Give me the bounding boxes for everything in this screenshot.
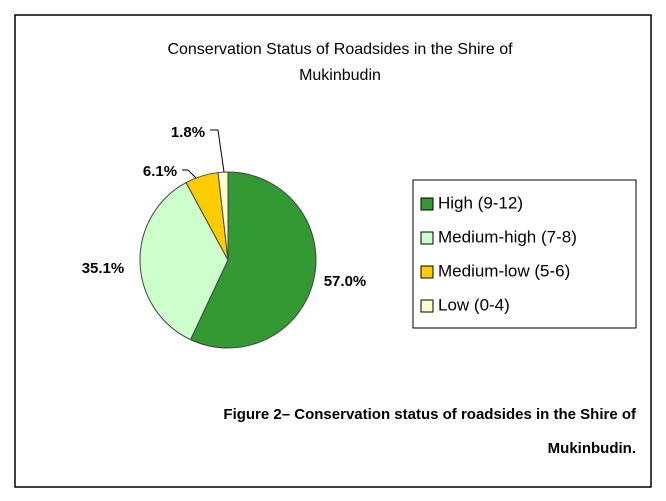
legend-label: Low (0-4) (438, 295, 510, 314)
leader-line (210, 129, 225, 173)
data-label: 1.8% (171, 124, 205, 141)
legend-swatch (420, 265, 434, 279)
frame (14, 14, 652, 488)
legend-label: High (9-12) (438, 193, 523, 212)
caption: Figure 2– Conservation status of roadsid… (223, 406, 636, 457)
pie-slice (189, 171, 317, 349)
pie-slice (139, 181, 229, 341)
legend-box (412, 179, 637, 329)
legend-label: Medium-high (7-8) (438, 227, 577, 246)
legend-swatch (420, 197, 434, 211)
chart-title: Conservation Status of Roadsides in the … (167, 41, 513, 84)
legend-swatch (420, 299, 434, 313)
pie-slice (217, 171, 229, 261)
data-label: 57.0% (324, 273, 367, 290)
leader-line (182, 169, 197, 179)
data-label: 35.1% (82, 260, 125, 277)
data-label: 6.1% (143, 163, 177, 180)
legend-label: Medium-low (5-6) (438, 261, 570, 280)
legend-swatch (420, 231, 434, 245)
